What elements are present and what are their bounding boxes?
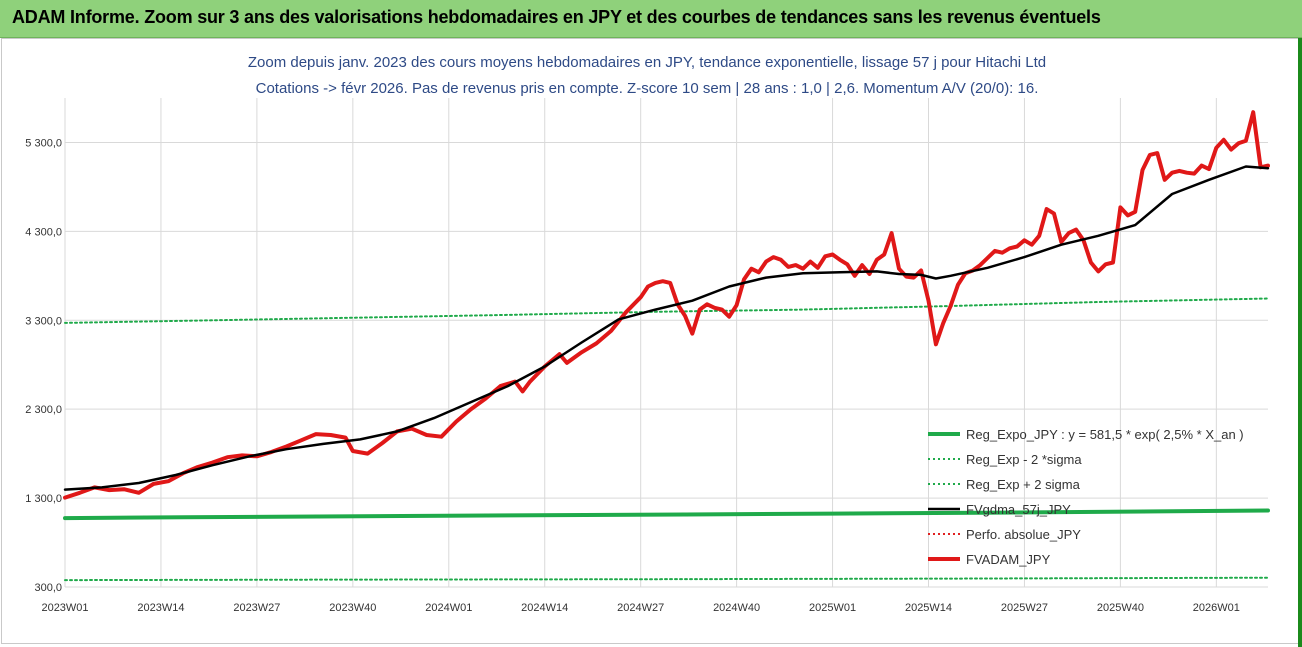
legend-label: FVgdma_57j_JPY <box>966 502 1071 517</box>
y-tick-label: 3 300,0 <box>25 315 62 327</box>
x-tick-label: 2025W27 <box>1001 602 1048 614</box>
x-tick-label: 2025W01 <box>809 602 856 614</box>
legend-label: Reg_Exp - 2 *sigma <box>966 452 1082 467</box>
y-tick-label: 5 300,0 <box>25 137 62 149</box>
y-axis-ticks: 300,0 1 300,0 2 300,0 3 300,0 4 300,0 5 300,0 <box>25 137 62 594</box>
x-tick-label: 2025W14 <box>905 602 952 614</box>
x-tick-label: 2024W14 <box>521 602 568 614</box>
x-tick-label: 2023W27 <box>233 602 280 614</box>
x-tick-label: 2023W01 <box>41 602 88 614</box>
series-line-2 <box>64 297 1269 324</box>
x-tick-label: 2024W40 <box>713 602 760 614</box>
x-tick-label: 2025W40 <box>1097 602 1144 614</box>
frame-edge <box>1298 38 1302 647</box>
chart-title: Zoom depuis janv. 2023 des cours moyens … <box>248 54 1046 71</box>
y-tick-label: 300,0 <box>34 582 62 594</box>
legend-label: Perfo. absolue_JPY <box>966 527 1081 542</box>
x-tick-label: 2024W01 <box>425 602 472 614</box>
chart-frame <box>1 38 1299 644</box>
series-line-5 <box>63 110 1270 500</box>
x-tick-label: 2024W27 <box>617 602 664 614</box>
legend-label: Reg_Expo_JPY : y = 581,5 * exp( 2,5% * X… <box>966 427 1244 442</box>
series-line-0 <box>63 508 1270 521</box>
y-tick-label: 2 300,0 <box>25 404 62 416</box>
y-tick-label: 4 300,0 <box>25 226 62 238</box>
y-tick-label: 1 300,0 <box>25 493 62 505</box>
x-tick-label: 2023W40 <box>329 602 376 614</box>
chart-subtitle: Cotations -> févr 2026. Pas de revenus p… <box>256 80 1039 97</box>
series-line-3 <box>63 165 1270 491</box>
report-title: ADAM Informe. Zoom sur 3 ans des valoris… <box>12 7 1101 27</box>
legend-label: FVADAM_JPY <box>966 552 1051 567</box>
x-tick-label: 2026W01 <box>1193 602 1240 614</box>
x-tick-label: 2023W14 <box>137 602 184 614</box>
chart-legend: Reg_Expo_JPY : y = 581,5 * exp( 2,5% * X… <box>928 427 1244 567</box>
x-axis-ticks: 2023W01 2023W14 2023W27 2023W40 2024W01 2024W… <box>41 602 1239 614</box>
report-banner: ADAM Informe. Zoom sur 3 ans des valoris… <box>0 0 1302 38</box>
chart-series <box>63 110 1270 582</box>
legend-label: Reg_Exp + 2 sigma <box>966 477 1081 492</box>
series-line-1 <box>64 576 1269 582</box>
